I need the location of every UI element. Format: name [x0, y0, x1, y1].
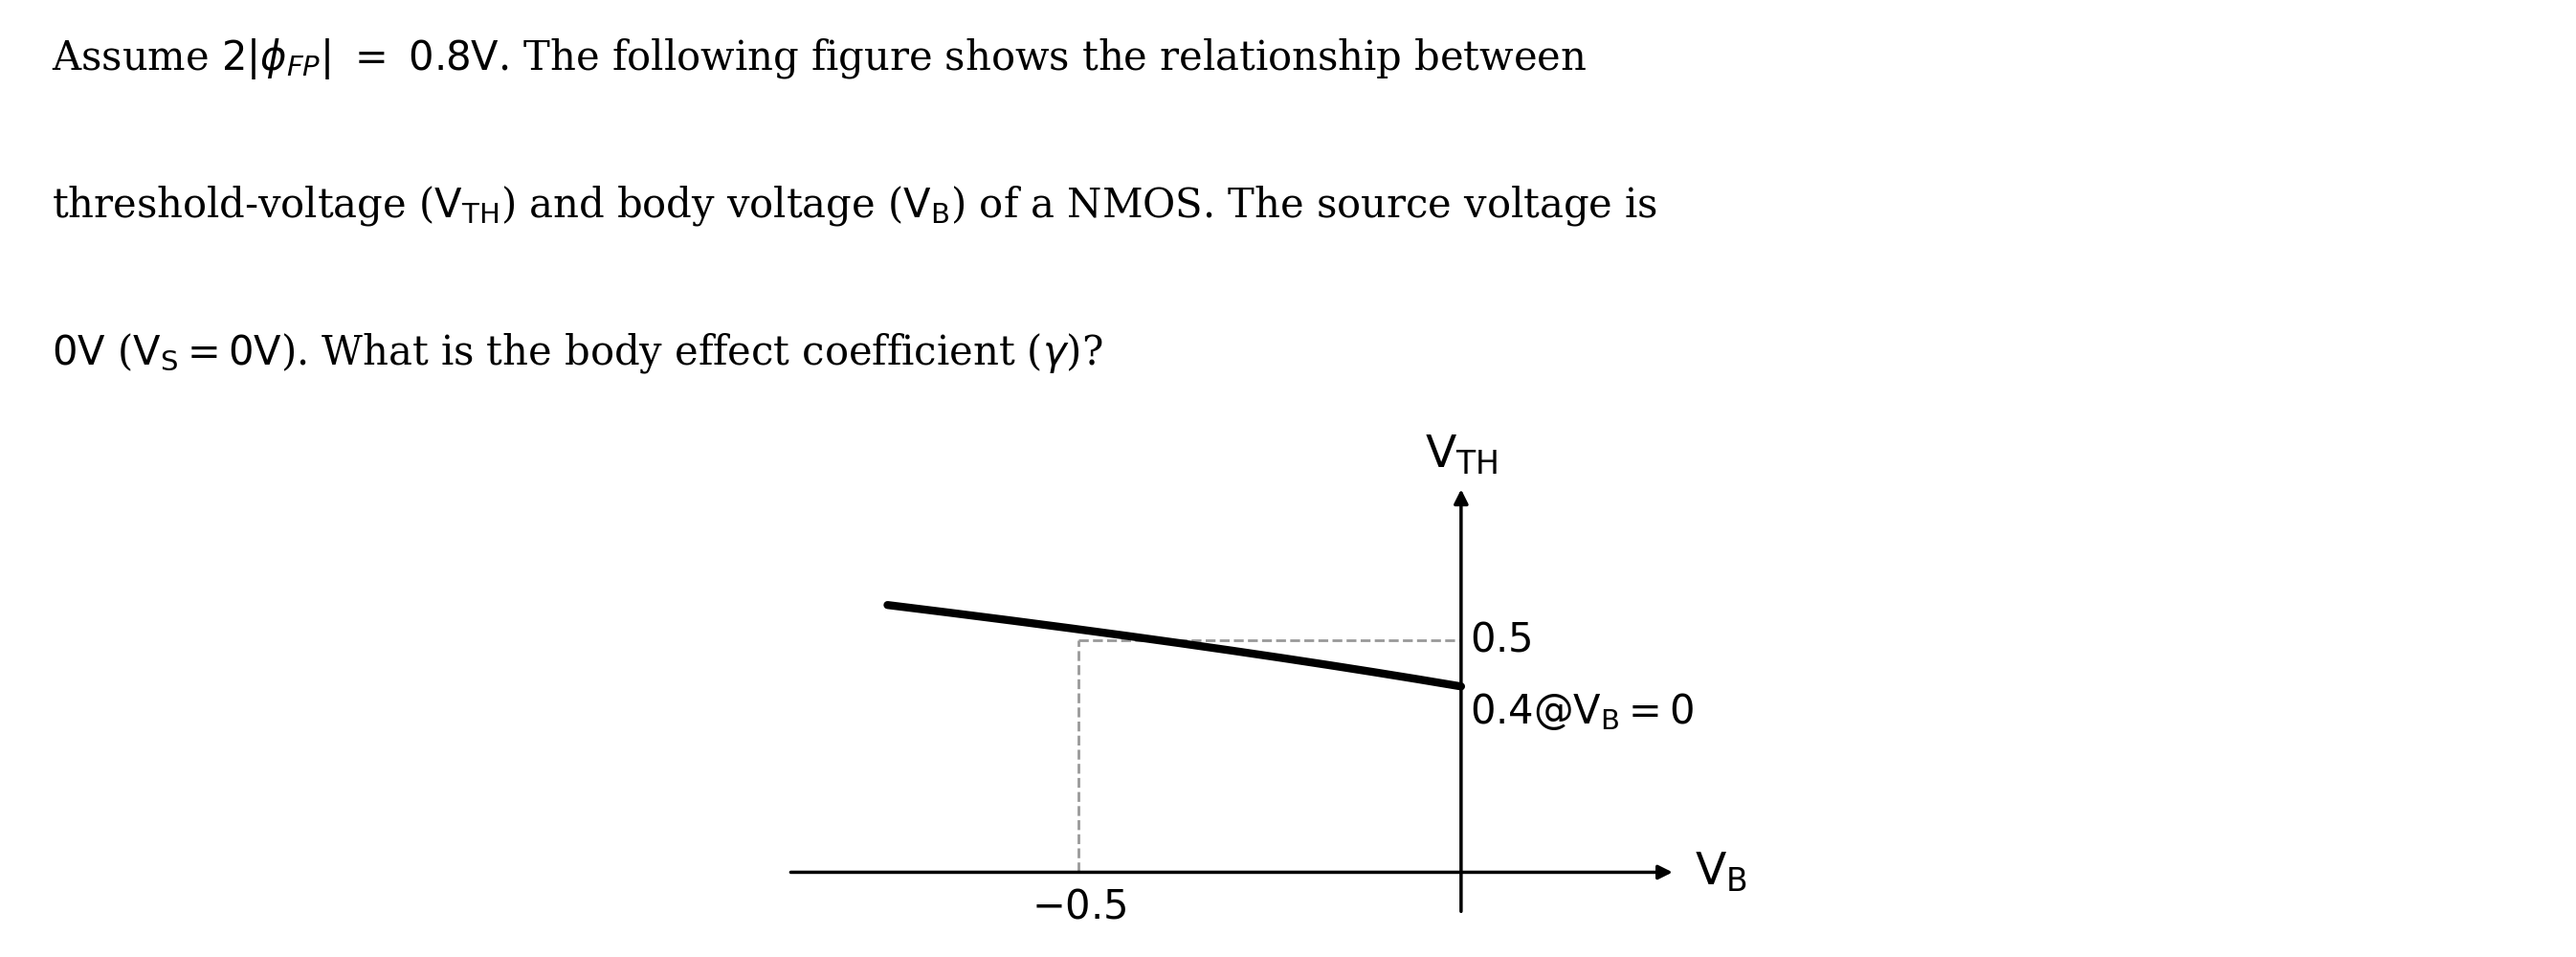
Text: $\mathrm{V_B}$: $\mathrm{V_B}$ [1695, 851, 1747, 894]
Text: $\mathrm{V_{TH}}$: $\mathrm{V_{TH}}$ [1425, 434, 1497, 478]
Text: $0.4@\mathrm{V_B}=0$: $0.4@\mathrm{V_B}=0$ [1471, 691, 1695, 732]
Text: Assume $2|\phi_{FP}|\ =\ 0.8\mathrm{V}$. The following figure shows the relation: Assume $2|\phi_{FP}|\ =\ 0.8\mathrm{V}$.… [52, 36, 1587, 81]
Text: $0.5$: $0.5$ [1471, 620, 1533, 660]
Text: threshold-voltage ($\mathrm{V_{TH}}$) and body voltage ($\mathrm{V_B}$) of a NMO: threshold-voltage ($\mathrm{V_{TH}}$) an… [52, 184, 1656, 228]
Text: $-0.5$: $-0.5$ [1030, 886, 1126, 926]
Text: $0\mathrm{V}$ ($\mathrm{V_S} = 0\mathrm{V}$). What is the body effect coefficien: $0\mathrm{V}$ ($\mathrm{V_S} = 0\mathrm{… [52, 331, 1103, 375]
